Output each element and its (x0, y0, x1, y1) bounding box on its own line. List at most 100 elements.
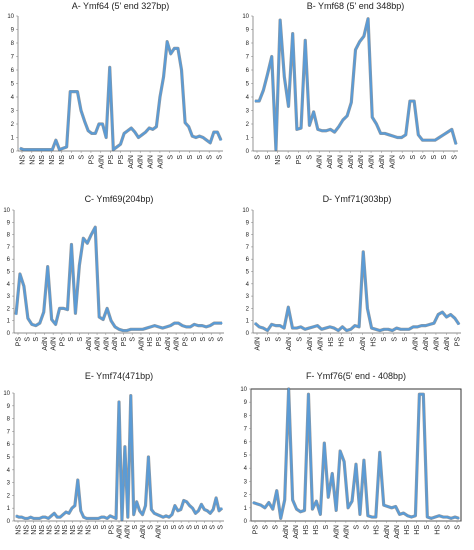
data-point (433, 322, 435, 324)
x-tick-label: HS (313, 525, 320, 535)
data-point (395, 327, 398, 329)
data-point (287, 105, 290, 108)
data-point (109, 66, 111, 68)
data-point (417, 134, 419, 136)
data-point (35, 325, 37, 327)
data-point (103, 516, 105, 518)
x-tick-label: S (410, 155, 417, 160)
data-point (197, 325, 199, 327)
data-point (106, 517, 108, 520)
x-tick-label: PS (109, 525, 116, 535)
data-point (359, 513, 361, 515)
x-tick-label: S (349, 337, 356, 342)
data-point (80, 109, 82, 112)
data-point (288, 388, 290, 390)
y-tick-label: 1 (246, 319, 250, 325)
x-tick-label: PS (182, 337, 189, 347)
data-point (217, 322, 219, 324)
y-tick-label: 2 (244, 493, 248, 499)
data-point (359, 41, 361, 43)
data-point (47, 517, 49, 520)
data-point (371, 516, 373, 518)
x-tick-label: S (391, 337, 398, 342)
data-point (86, 242, 88, 244)
data-point (307, 393, 310, 395)
x-tick-label: AdN (389, 155, 396, 169)
x-tick-label: S (444, 525, 451, 530)
data-point (144, 505, 147, 507)
data-point (441, 311, 443, 313)
data-point (329, 128, 331, 130)
data-point (91, 132, 93, 135)
x-tick-label: HS (404, 525, 411, 535)
data-point (347, 507, 349, 509)
x-tick-label: NS (23, 525, 30, 535)
data-point (40, 149, 43, 151)
data-point (76, 91, 79, 93)
x-tick-label: S (77, 337, 84, 342)
data-point (186, 501, 188, 503)
data-point (323, 442, 325, 444)
data-point (327, 496, 329, 498)
data-point (30, 149, 32, 151)
x-tick-label: NS (49, 155, 56, 165)
x-tick-label: AdN (379, 155, 386, 169)
data-point (44, 149, 46, 151)
x-tick-label: S (265, 337, 272, 342)
data-point (171, 514, 173, 516)
series-line (19, 40, 223, 151)
x-tick-label: S (163, 525, 170, 530)
data-point (438, 515, 440, 517)
y-tick-label: 9 (244, 400, 248, 406)
data-point (121, 519, 123, 521)
x-tick-label: S (132, 525, 139, 530)
data-point (354, 49, 357, 51)
data-point (454, 516, 456, 518)
data-point (165, 326, 168, 328)
data-point (202, 136, 204, 139)
data-point (362, 251, 364, 253)
y-tick-label: 9 (246, 220, 250, 226)
data-point (38, 517, 41, 520)
data-point (27, 517, 29, 520)
x-tick-label: NS (39, 525, 46, 535)
y-tick-label: 9 (11, 28, 15, 34)
x-tick-label: PS (156, 337, 163, 347)
x-tick-label: S (68, 337, 75, 342)
x-tick-label: S (194, 525, 201, 530)
data-point (195, 136, 197, 139)
data-point (114, 326, 116, 328)
data-point (133, 514, 135, 516)
y-tick-label: 5 (246, 82, 250, 88)
x-tick-label: S (186, 525, 193, 530)
data-point (58, 149, 61, 151)
data-point (170, 53, 172, 55)
x-tick-label: S (323, 525, 330, 530)
data-point (181, 325, 183, 327)
data-point (375, 123, 378, 125)
data-point (162, 76, 165, 78)
x-tick-label: AdN (394, 525, 401, 539)
data-point (205, 326, 207, 328)
data-point (66, 309, 69, 311)
data-point (422, 393, 424, 395)
data-point (341, 326, 344, 328)
y-tick-label: 8 (246, 41, 250, 47)
data-point (168, 516, 170, 518)
y-tick-label: 0 (7, 331, 11, 337)
y-tick-label: 8 (244, 413, 248, 419)
y-tick-label: 10 (7, 14, 14, 20)
data-point (56, 516, 58, 518)
data-point (308, 327, 310, 329)
x-tick-label: AdN (86, 337, 93, 351)
data-point (90, 234, 92, 236)
y-tick-label: 3 (246, 109, 250, 115)
data-point (434, 139, 436, 141)
x-tick-label: AdN (318, 337, 325, 351)
data-point (220, 139, 222, 141)
x-tick-label: AdN (423, 337, 430, 351)
x-tick-label: S (207, 155, 214, 160)
data-point (159, 96, 161, 98)
data-point (84, 120, 86, 122)
data-point (74, 505, 76, 507)
